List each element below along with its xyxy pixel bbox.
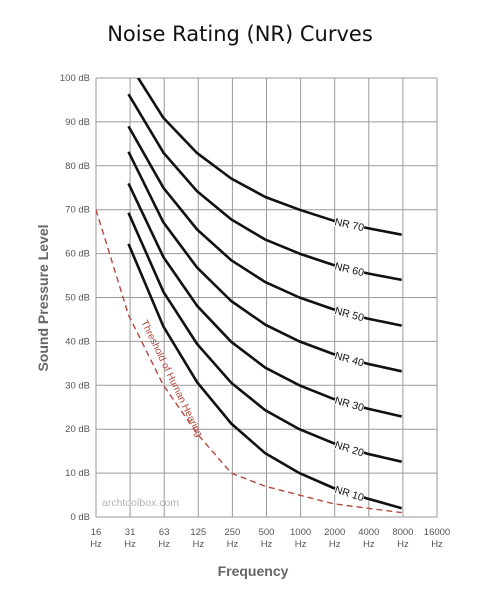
curve-labels: NR 10 NR 20 NR 30 NR 40 NR 50 NR 60 NR 70 <box>333 215 366 504</box>
curve-label: NR 70 <box>333 216 365 234</box>
curve-label: NR 60 <box>333 261 365 280</box>
x-tick-unit: Hz <box>124 539 136 550</box>
y-tick-label: 90 dB <box>65 117 90 128</box>
y-tick-label: 30 dB <box>65 380 90 391</box>
y-tick-label: 20 dB <box>65 424 90 435</box>
y-tick-label: 60 dB <box>65 249 90 260</box>
x-tick-unit: Hz <box>90 539 102 550</box>
x-tick-unit: Hz <box>363 539 375 550</box>
x-tick-unit: Hz <box>192 539 204 550</box>
x-tick-label: 63 <box>159 527 170 538</box>
y-tick-label: 10 dB <box>65 468 90 479</box>
curve-label: NR 20 <box>333 439 365 459</box>
grid <box>95 77 438 518</box>
x-axis-title: Frequency <box>218 563 289 579</box>
x-tick-label: 250 <box>224 527 240 538</box>
curve-label-backing <box>333 215 366 233</box>
curve-label-backing <box>333 482 366 503</box>
x-tick-unit: Hz <box>227 539 239 550</box>
x-tick-label: 8000 <box>392 527 413 538</box>
y-axis-title: Sound Pressure Level <box>35 224 51 371</box>
x-tick-unit: Hz <box>431 539 443 550</box>
curve-label-backing <box>333 438 366 458</box>
chart-title: Noise Rating (NR) Curves <box>107 22 373 46</box>
x-tick-unit: Hz <box>295 539 307 550</box>
y-tick-label: 50 dB <box>65 293 90 304</box>
curve-label: NR 40 <box>333 350 365 370</box>
curve-label: NR 10 <box>333 484 365 504</box>
curve-label: NR 50 <box>333 305 365 324</box>
x-tick-unit: Hz <box>397 539 409 550</box>
x-tick-label: 16000 <box>424 527 450 538</box>
x-tick-unit: Hz <box>158 539 170 550</box>
x-tick-unit: Hz <box>329 539 341 550</box>
curve-label-group: NR 30 <box>333 393 366 415</box>
curve-label-group: NR 40 <box>333 348 366 370</box>
y-tick-label: 0 dB <box>70 512 90 523</box>
x-tick-label: 4000 <box>358 527 379 538</box>
curve-label-group: NR 50 <box>333 303 366 324</box>
curve-label: NR 30 <box>333 395 365 415</box>
curve-label-group: NR 70 <box>333 215 366 234</box>
x-tick-labels: 16Hz31Hz63Hz125Hz250Hz500Hz1000Hz2000Hz4… <box>90 527 450 550</box>
x-tick-label: 2000 <box>324 527 345 538</box>
x-tick-label: 31 <box>125 527 136 538</box>
y-tick-labels: 0 dB 10 dB 20 dB 30 dB 40 dB 50 dB 60 dB 70 dB 8… <box>60 73 90 523</box>
curve-label-group: NR 20 <box>333 438 366 459</box>
x-tick-label: 1000 <box>290 527 311 538</box>
curve-label-backing <box>333 303 366 323</box>
curve-label-group: NR 60 <box>333 259 366 280</box>
y-tick-label: 100 dB <box>60 73 90 84</box>
y-tick-label: 70 dB <box>65 205 90 216</box>
threshold-curve <box>96 209 402 514</box>
curve-label-backing <box>333 259 366 278</box>
curve-label-backing <box>333 348 366 368</box>
watermark: archtoolbox.com <box>102 497 179 509</box>
x-tick-label: 16 <box>91 527 102 538</box>
x-tick-label: 500 <box>259 527 275 538</box>
y-tick-label: 40 dB <box>65 336 90 347</box>
curve-label-group: NR 10 <box>333 482 366 504</box>
x-tick-unit: Hz <box>261 539 273 550</box>
nr-curve <box>136 78 402 236</box>
x-tick-label: 125 <box>190 527 206 538</box>
y-tick-label: 80 dB <box>65 161 90 172</box>
curve-label-backing <box>333 393 366 413</box>
